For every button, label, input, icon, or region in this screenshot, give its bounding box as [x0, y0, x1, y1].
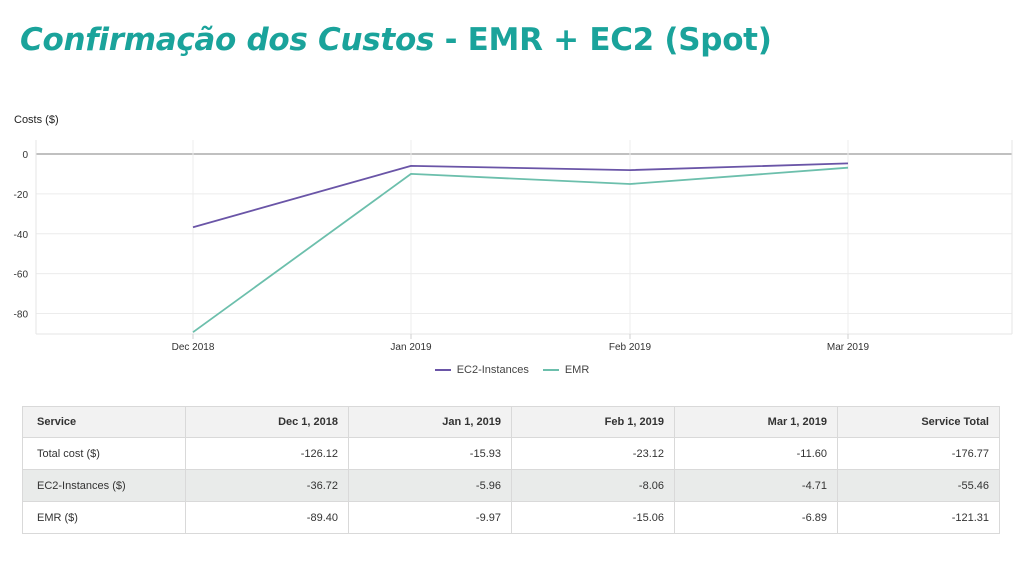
- cell-value: -4.71: [674, 469, 838, 502]
- row-label: EC2-Instances ($): [22, 469, 186, 502]
- slide-title-italic: Confirmação dos Custos: [20, 22, 435, 58]
- cell-value: -5.96: [348, 469, 512, 502]
- y-tick-label: -20: [14, 190, 29, 201]
- cell-value: -176.77: [837, 437, 1000, 470]
- header-service-total[interactable]: Service Total: [837, 406, 1000, 438]
- cell-value: -126.12: [185, 437, 349, 470]
- y-tick-label: -40: [14, 230, 29, 241]
- table-row: EMR ($) -89.40 -9.97 -15.06 -6.89 -121.3…: [22, 501, 1000, 534]
- series-line-ec2: [192, 162, 849, 229]
- cell-value: -15.06: [511, 501, 675, 534]
- cell-value: -11.60: [674, 437, 838, 470]
- cell-value: -15.93: [348, 437, 512, 470]
- chart-legend: EC2-Instances EMR: [0, 362, 1024, 378]
- cost-chart-svg: Costs ($) 0 -20 -40 -60 -80 Dec 2018 Jan 2019 Fe…: [14, 114, 1013, 353]
- y-tick-label: 0: [22, 150, 28, 161]
- row-label: Total cost ($): [22, 437, 186, 470]
- cell-value: -8.06: [511, 469, 675, 502]
- legend-label-emr: EMR: [564, 364, 590, 376]
- y-axis-label: Costs ($): [14, 114, 59, 126]
- slide-title-rest: - EMR + EC2 (Spot): [434, 22, 772, 58]
- header-mar-2019[interactable]: Mar 1, 2019: [674, 406, 838, 438]
- cell-value: -121.31: [837, 501, 1000, 534]
- header-service[interactable]: Service: [22, 406, 186, 438]
- legend-item-emr[interactable]: EMR: [542, 364, 590, 376]
- legend-swatch-ec2: [434, 369, 451, 371]
- table-row: EC2-Instances ($) -36.72 -5.96 -8.06 -4.…: [22, 469, 1000, 502]
- y-tick-label: -60: [14, 270, 29, 281]
- legend-swatch-emr: [542, 369, 559, 371]
- row-label: EMR ($): [22, 501, 186, 534]
- cell-value: -6.89: [674, 501, 838, 534]
- x-tick-label: Dec 2018: [172, 342, 215, 353]
- series-line-emr: [192, 166, 849, 333]
- cell-value: -36.72: [185, 469, 349, 502]
- header-dec-2018[interactable]: Dec 1, 2018: [185, 406, 349, 438]
- table-header-row: Service Dec 1, 2018 Jan 1, 2019 Feb 1, 2…: [22, 406, 1000, 438]
- cell-value: -23.12: [511, 437, 675, 470]
- legend-item-ec2[interactable]: EC2-Instances: [434, 364, 529, 376]
- legend-label-ec2: EC2-Instances: [456, 364, 529, 376]
- x-tick-label: Feb 2019: [609, 342, 652, 353]
- header-jan-2019[interactable]: Jan 1, 2019: [348, 406, 512, 438]
- cell-value: -89.40: [185, 501, 349, 534]
- x-tick-label: Mar 2019: [827, 342, 870, 353]
- cell-value: -9.97: [348, 501, 512, 534]
- cell-value: -55.46: [837, 469, 1000, 502]
- slide-title: Confirmação dos Custos - EMR + EC2 (Spot…: [20, 22, 772, 58]
- table-row: Total cost ($) -126.12 -15.93 -23.12 -11…: [22, 437, 1000, 470]
- cost-chart: Costs ($) 0 -20 -40 -60 -80 Dec 2018 Jan 2019 Fe…: [0, 100, 1024, 390]
- x-tick-label: Jan 2019: [390, 342, 432, 353]
- header-feb-2019[interactable]: Feb 1, 2019: [511, 406, 675, 438]
- y-tick-label: -80: [14, 310, 29, 321]
- cost-table: Service Dec 1, 2018 Jan 1, 2019 Feb 1, 2…: [22, 406, 1000, 534]
